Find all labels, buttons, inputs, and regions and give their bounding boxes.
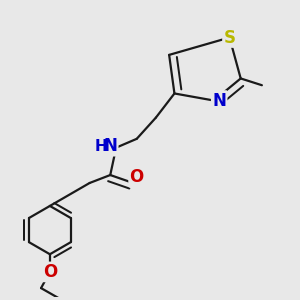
Text: N: N: [212, 92, 226, 110]
Text: O: O: [43, 263, 57, 281]
Text: O: O: [130, 168, 144, 186]
Text: S: S: [224, 28, 236, 46]
Text: N: N: [103, 137, 117, 155]
Text: H: H: [94, 139, 107, 154]
